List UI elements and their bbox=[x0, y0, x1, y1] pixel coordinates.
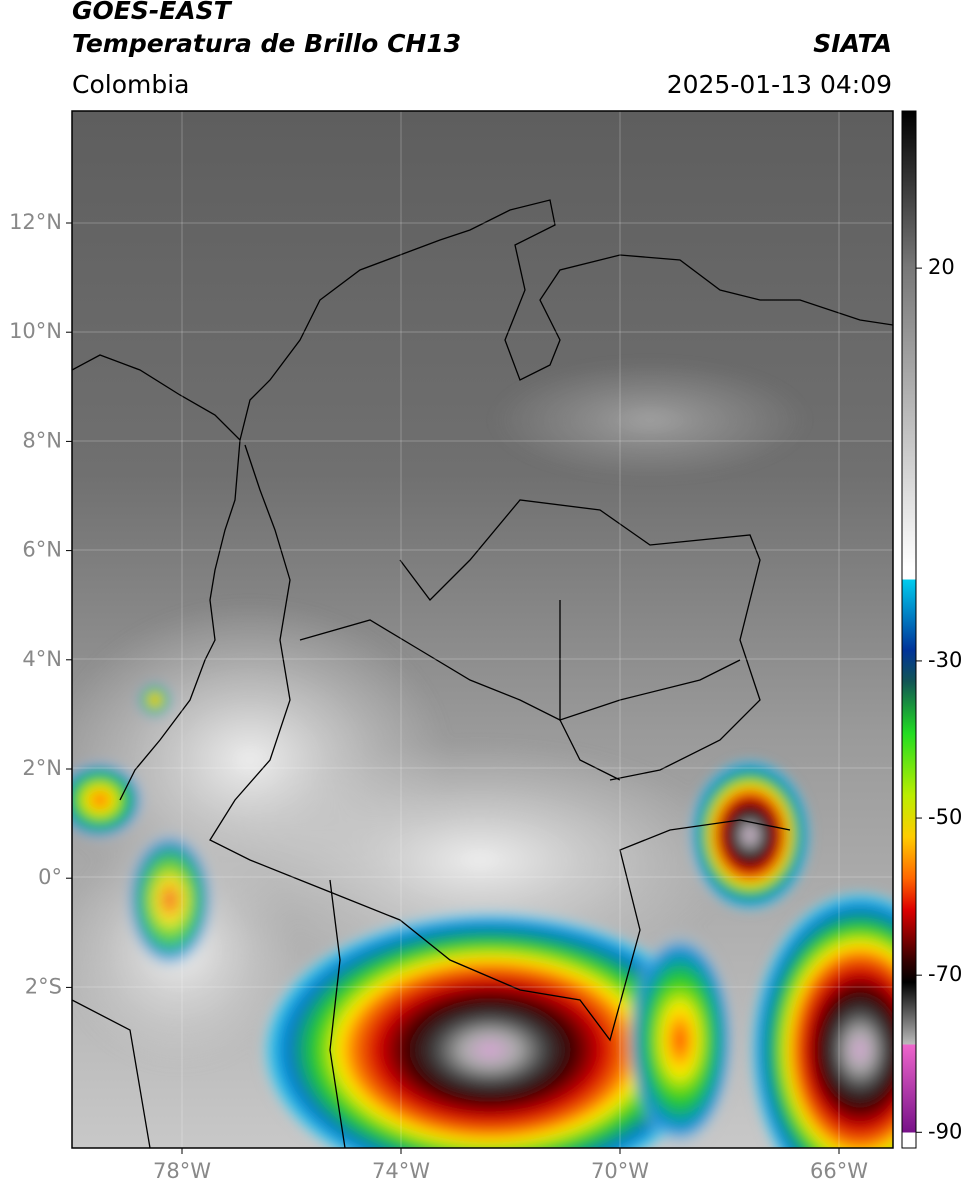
lat-label: 4°N bbox=[22, 647, 62, 671]
labels: 12°N 10°N 8°N 6°N 4°N 2°N 0° 2°S 78°W 74°W 70°W 66°… bbox=[9, 210, 962, 1183]
lat-label: 2°S bbox=[25, 974, 62, 998]
datetime: 2025-01-13 04:09 bbox=[667, 70, 892, 99]
colorbar-tick-label: -90 bbox=[928, 1119, 962, 1143]
lon-label: 78°W bbox=[153, 1159, 211, 1183]
satellite-image bbox=[72, 111, 893, 1148]
graticule bbox=[72, 111, 893, 1148]
lat-label: 2°N bbox=[22, 756, 62, 780]
lat-label: 6°N bbox=[22, 538, 62, 562]
lat-label: 8°N bbox=[22, 428, 62, 452]
lon-label: 70°W bbox=[591, 1159, 649, 1183]
colorbar-tick-label: -50 bbox=[928, 805, 962, 829]
colorbar-tick-label: 20 bbox=[928, 255, 955, 279]
colorbar-tick-label: -70 bbox=[928, 962, 962, 986]
colorbar-tick-label: -30 bbox=[928, 648, 962, 672]
colorbar bbox=[901, 110, 917, 1149]
lat-label: 10°N bbox=[9, 319, 62, 343]
subtitle: Temperatura de Brillo CH13 bbox=[72, 29, 461, 58]
region: Colombia bbox=[72, 70, 189, 99]
source: SIATA bbox=[813, 29, 892, 58]
lat-label: 12°N bbox=[9, 210, 62, 234]
title: GOES-EAST bbox=[72, 0, 233, 25]
map-frame bbox=[71, 110, 894, 1149]
lon-label: 66°W bbox=[810, 1159, 868, 1183]
lat-label: 0° bbox=[38, 865, 62, 889]
lon-label: 74°W bbox=[372, 1159, 430, 1183]
